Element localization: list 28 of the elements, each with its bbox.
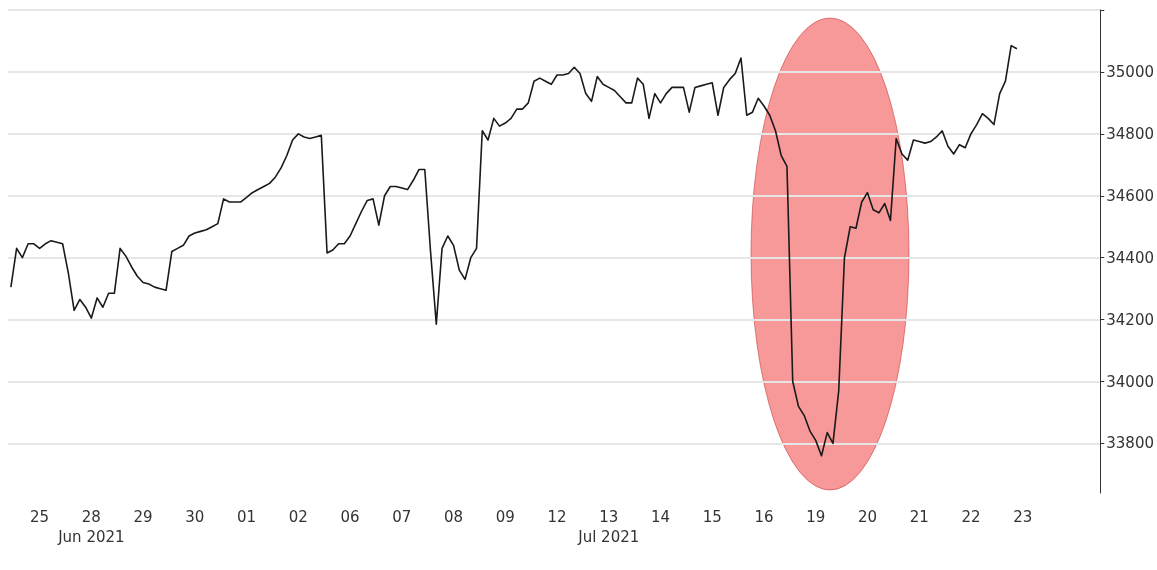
x-tick-label: 23 <box>1013 508 1033 526</box>
x-tick-label: 07 <box>392 508 412 526</box>
x-tick-label: 08 <box>443 508 464 526</box>
x-tick-label: 02 <box>288 508 308 526</box>
y-tick-label: 34400 <box>1106 248 1154 267</box>
x-tick-label: 01 <box>237 508 257 526</box>
y-tick-label: 34200 <box>1106 310 1154 329</box>
x-tick-label: 30 <box>185 508 205 526</box>
x-tick-label: 16 <box>754 508 774 526</box>
x-tick-label: 28 Jun 2021 <box>57 508 125 546</box>
x-tick-label: 09 <box>495 508 515 526</box>
y-tick-label: 34000 <box>1106 372 1154 391</box>
x-tick-label: 21 <box>909 508 929 526</box>
x-tick-label: 29 <box>133 508 153 526</box>
y-tick-label: 35000 <box>1106 62 1154 81</box>
y-tick-label: 34600 <box>1106 186 1154 205</box>
y-tick-label: 33800 <box>1106 434 1154 453</box>
x-tick-label: 12 <box>547 508 567 526</box>
line-series <box>10 44 1018 457</box>
y-tick-label: 34800 <box>1106 124 1154 143</box>
x-tick-label: 20 <box>857 508 877 526</box>
x-tick-label: 13 Jul 2021 <box>577 508 640 546</box>
x-tick-label: 22 <box>961 508 981 526</box>
x-tick-label: 19 <box>806 508 826 526</box>
x-tick-label: 15 <box>702 508 722 526</box>
x-tick-label: 25 <box>30 508 50 526</box>
x-tick-label: 14 <box>650 508 671 526</box>
x-tick-label: 06 <box>340 508 360 526</box>
